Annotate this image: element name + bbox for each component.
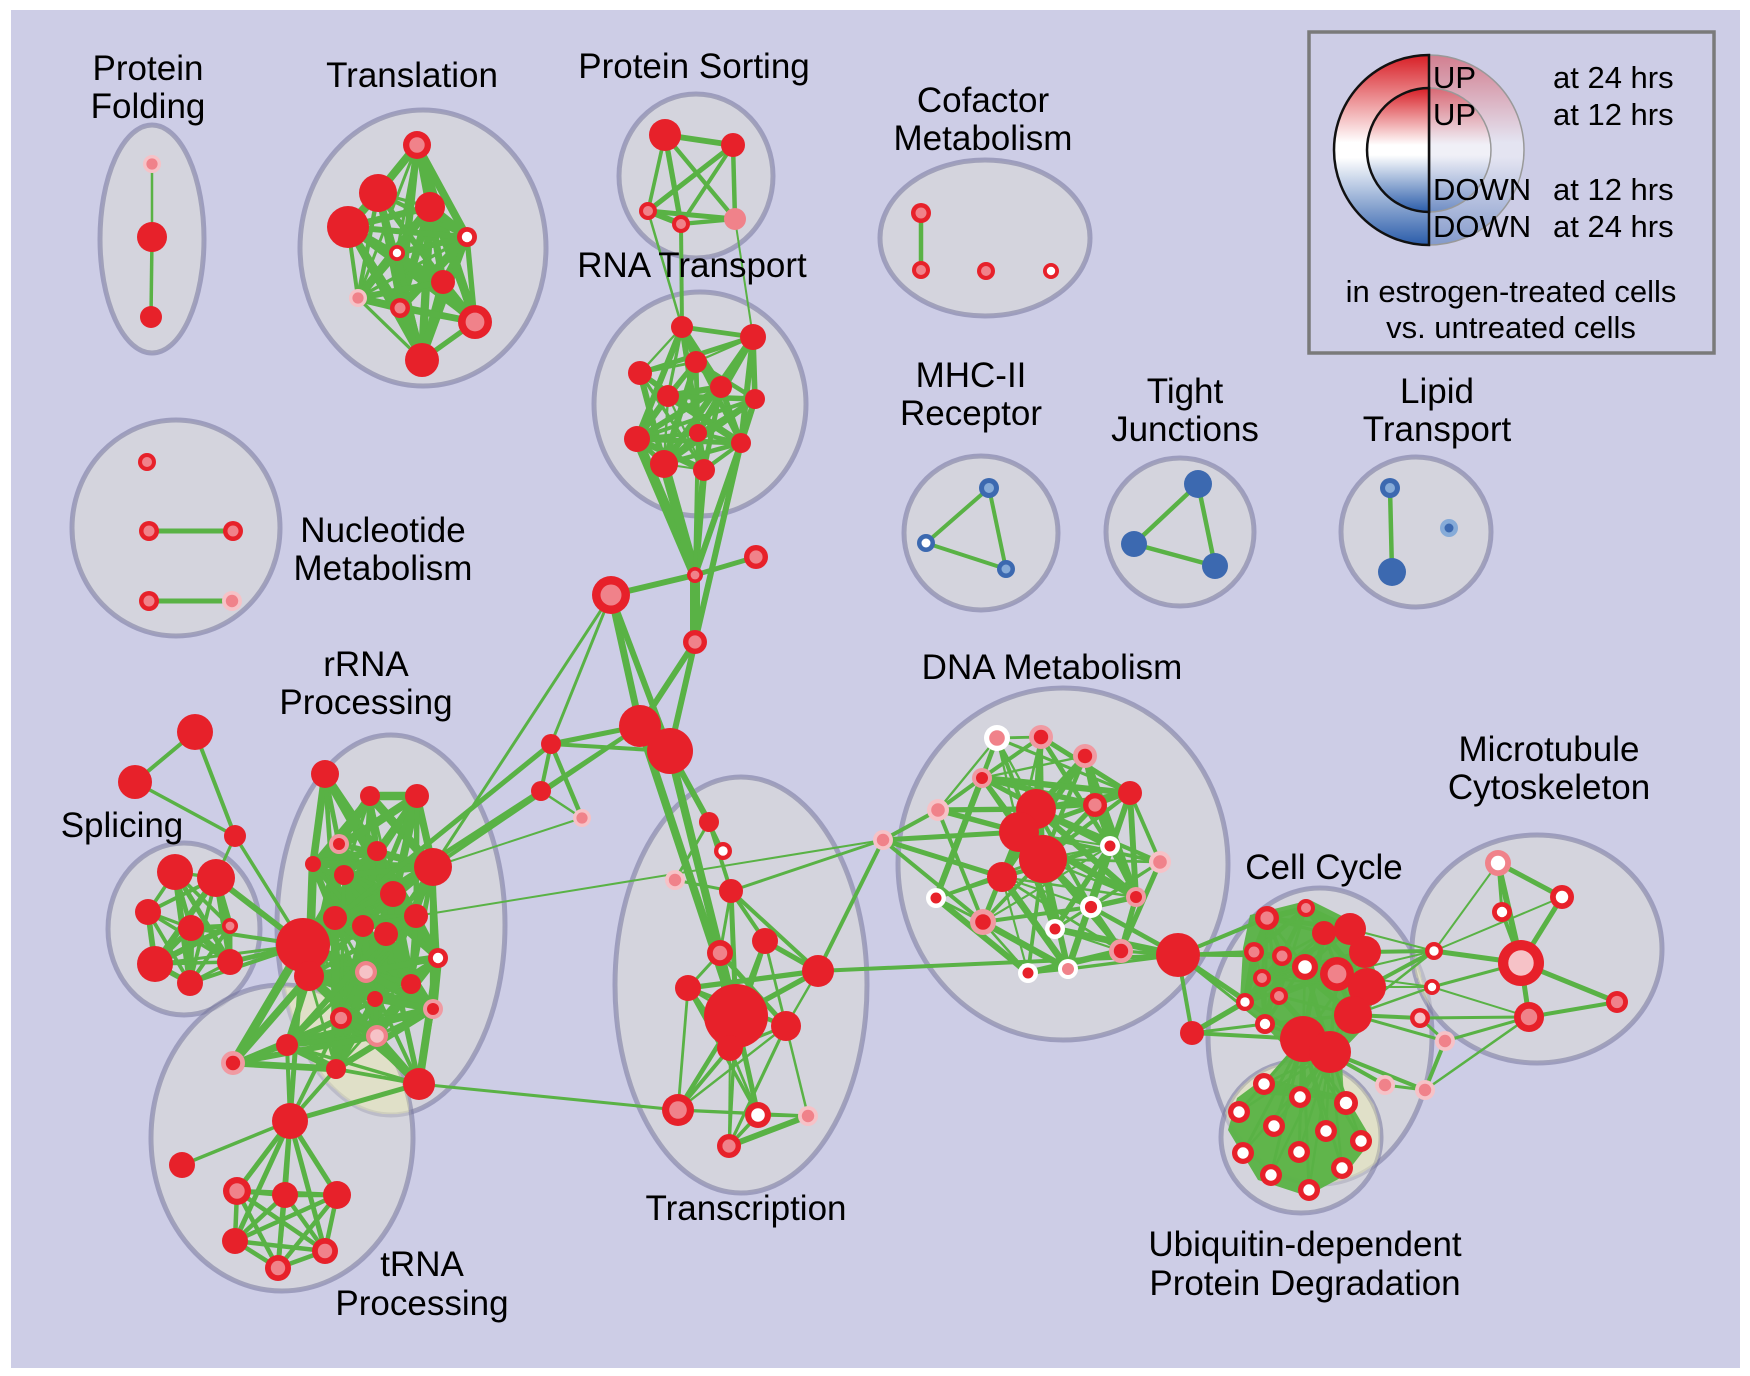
svg-text:Folding: Folding — [91, 87, 206, 126]
svg-text:Microtubule: Microtubule — [1459, 730, 1640, 769]
svg-text:at 24 hrs: at 24 hrs — [1553, 209, 1674, 244]
svg-text:UP: UP — [1433, 60, 1476, 95]
svg-text:Protein: Protein — [93, 49, 204, 88]
svg-text:Processing: Processing — [279, 683, 452, 722]
svg-text:Translation: Translation — [326, 56, 498, 95]
svg-text:RNA Transport: RNA Transport — [577, 246, 807, 285]
svg-text:Processing: Processing — [335, 1284, 508, 1323]
svg-text:Transport: Transport — [1363, 410, 1512, 449]
svg-text:Splicing: Splicing — [61, 806, 184, 845]
svg-text:Cell Cycle: Cell Cycle — [1245, 848, 1403, 887]
svg-text:Metabolism: Metabolism — [894, 119, 1073, 158]
svg-text:at 24 hrs: at 24 hrs — [1553, 60, 1674, 95]
svg-text:Junctions: Junctions — [1111, 410, 1259, 449]
svg-text:vs. untreated cells: vs. untreated cells — [1386, 310, 1636, 345]
svg-text:at 12 hrs: at 12 hrs — [1553, 97, 1674, 132]
svg-text:UP: UP — [1433, 97, 1476, 132]
svg-text:rRNA: rRNA — [323, 645, 409, 684]
svg-text:tRNA: tRNA — [380, 1245, 464, 1284]
svg-text:Metabolism: Metabolism — [294, 549, 473, 588]
svg-text:at 12 hrs: at 12 hrs — [1553, 172, 1674, 207]
svg-text:in estrogen-treated cells: in estrogen-treated cells — [1346, 274, 1677, 309]
svg-text:DOWN: DOWN — [1433, 172, 1531, 207]
svg-text:Lipid: Lipid — [1400, 372, 1474, 411]
svg-text:Transcription: Transcription — [646, 1189, 847, 1228]
svg-text:DOWN: DOWN — [1433, 209, 1531, 244]
svg-text:Ubiquitin-dependent: Ubiquitin-dependent — [1148, 1225, 1462, 1264]
svg-text:Receptor: Receptor — [900, 394, 1042, 433]
svg-text:Cofactor: Cofactor — [917, 81, 1050, 120]
svg-text:MHC-II: MHC-II — [916, 356, 1027, 395]
svg-text:Protein Degradation: Protein Degradation — [1149, 1264, 1460, 1303]
svg-text:Protein Sorting: Protein Sorting — [578, 47, 810, 86]
svg-text:Tight: Tight — [1147, 372, 1224, 411]
svg-text:Nucleotide: Nucleotide — [300, 511, 465, 550]
svg-text:DNA Metabolism: DNA Metabolism — [922, 648, 1183, 687]
svg-text:Cytoskeleton: Cytoskeleton — [1448, 768, 1650, 807]
